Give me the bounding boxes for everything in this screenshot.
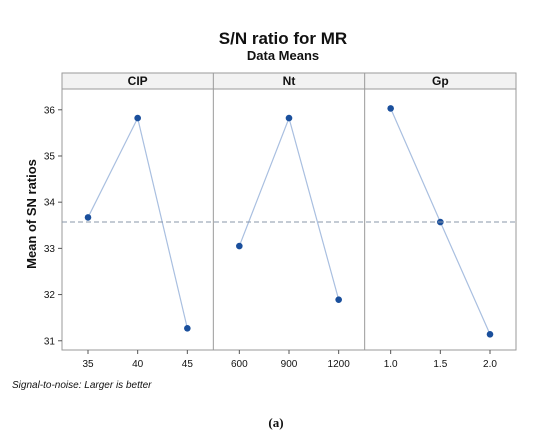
x-tick-label: 1.0 (384, 359, 398, 370)
y-axis-label: Mean of SN ratios (24, 159, 39, 269)
y-tick-label: 35 (44, 151, 56, 162)
chart-title: S/N ratio for MR (219, 29, 347, 48)
data-point-cip (184, 324, 191, 332)
panel-header-nt: Nt (283, 74, 296, 88)
data-point-cip (134, 114, 141, 122)
data-point-gp (486, 330, 494, 338)
series-line-nt (238, 116, 340, 300)
y-tick-label: 31 (44, 336, 56, 347)
x-tick-label: 45 (182, 359, 194, 370)
plot-frame (61, 88, 517, 351)
y-tick-label: 33 (44, 244, 56, 255)
panel-header-cip: CIP (128, 74, 148, 88)
footnote: Signal-to-noise: Larger is better (12, 380, 152, 391)
plot-area: CIP 35 40 45 Nt 600 900 1200 Gp 1.0 1.5 2.0 31 32 33 34… (44, 72, 517, 370)
x-tick-label: 2.0 (483, 359, 497, 370)
x-tick-label: 1200 (328, 359, 351, 370)
x-tick-label: 900 (281, 359, 298, 370)
x-tick-label: 40 (132, 359, 144, 370)
data-point-nt (285, 114, 293, 122)
chart-subtitle: Data Means (247, 48, 319, 63)
data-point-cip (84, 214, 92, 221)
panel-header-gp: Gp (432, 74, 449, 88)
data-point-nt (236, 242, 243, 250)
series-line-cip (87, 116, 188, 329)
data-point-nt (335, 296, 342, 303)
x-tick-label: 35 (82, 359, 94, 370)
figure-caption: (a) (268, 415, 283, 430)
data-point-gp (387, 105, 394, 112)
y-tick-label: 34 (44, 198, 56, 209)
x-tick-label: 1.5 (433, 359, 447, 370)
x-tick-label: 600 (231, 359, 248, 370)
y-tick-label: 36 (44, 105, 56, 116)
y-tick-label: 32 (44, 290, 56, 301)
